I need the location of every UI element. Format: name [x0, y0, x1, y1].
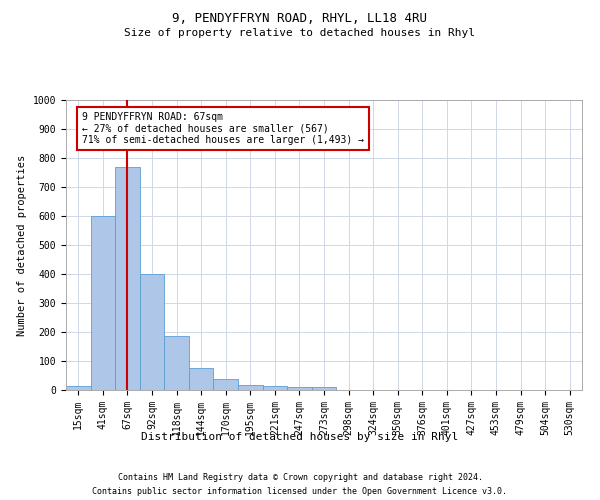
- Text: Contains public sector information licensed under the Open Government Licence v3: Contains public sector information licen…: [92, 488, 508, 496]
- Bar: [66, 386, 91, 390]
- Bar: [115, 166, 140, 390]
- Bar: [263, 386, 287, 390]
- Text: Contains HM Land Registry data © Crown copyright and database right 2024.: Contains HM Land Registry data © Crown c…: [118, 472, 482, 482]
- Text: 9, PENDYFFRYN ROAD, RHYL, LL18 4RU: 9, PENDYFFRYN ROAD, RHYL, LL18 4RU: [173, 12, 427, 26]
- Text: 9 PENDYFFRYN ROAD: 67sqm
← 27% of detached houses are smaller (567)
71% of semi-: 9 PENDYFFRYN ROAD: 67sqm ← 27% of detach…: [82, 112, 364, 145]
- Bar: [91, 216, 115, 390]
- Bar: [164, 336, 189, 390]
- Text: Size of property relative to detached houses in Rhyl: Size of property relative to detached ho…: [125, 28, 476, 38]
- Bar: [287, 387, 312, 390]
- Bar: [312, 386, 336, 390]
- Bar: [214, 379, 238, 390]
- Bar: [140, 274, 164, 390]
- Bar: [238, 385, 263, 390]
- Text: Distribution of detached houses by size in Rhyl: Distribution of detached houses by size …: [142, 432, 458, 442]
- Y-axis label: Number of detached properties: Number of detached properties: [17, 154, 27, 336]
- Bar: [189, 368, 214, 390]
